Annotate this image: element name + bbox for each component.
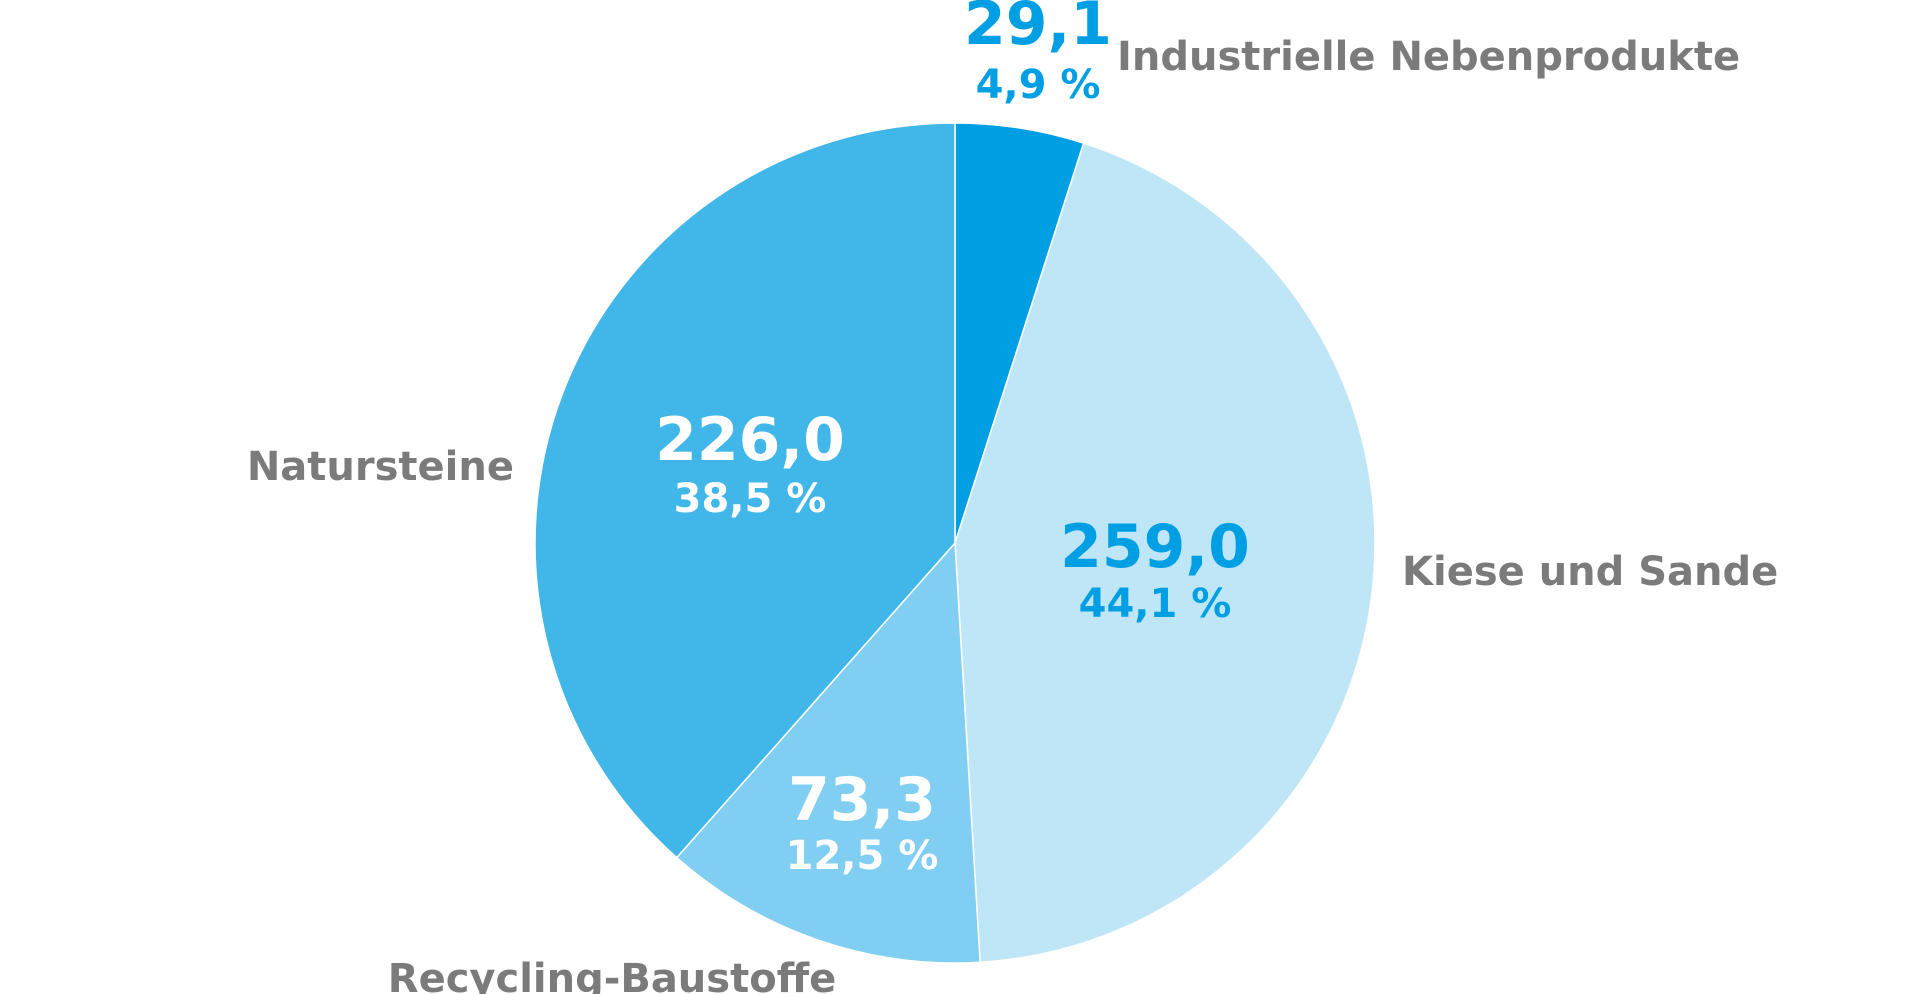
slice-category-label: Kiese und Sande	[1402, 549, 1778, 595]
slice-category-label: Industrielle Nebenprodukte	[1117, 34, 1740, 80]
slice-percent-label: 4,9 %	[976, 62, 1101, 108]
pie-labels: 29,14,9 % Industrielle Nebenprodukte 259,0…	[247, 0, 1778, 994]
pie-slice-natursteine	[534, 122, 956, 859]
slice-category-label: Recycling-Baustoffe	[388, 956, 836, 994]
pie-slices	[534, 122, 1376, 964]
slice-value-label: 226,0	[655, 405, 845, 475]
slice-value-label: 259,0	[1060, 512, 1250, 582]
slice-value-label: 29,1	[964, 0, 1112, 59]
slice-percent-label: 44,1 %	[1079, 581, 1232, 627]
pie-slice-recycling-baustoffe	[675, 541, 981, 964]
slice-percent-label: 12,5 %	[786, 833, 939, 879]
slice-value-label: 73,3	[788, 765, 936, 835]
slice-category-label: Natursteine	[247, 444, 514, 490]
slice-percent-label: 38,5 %	[674, 476, 827, 522]
pie-slice-kiese-und-sande	[954, 142, 1376, 964]
